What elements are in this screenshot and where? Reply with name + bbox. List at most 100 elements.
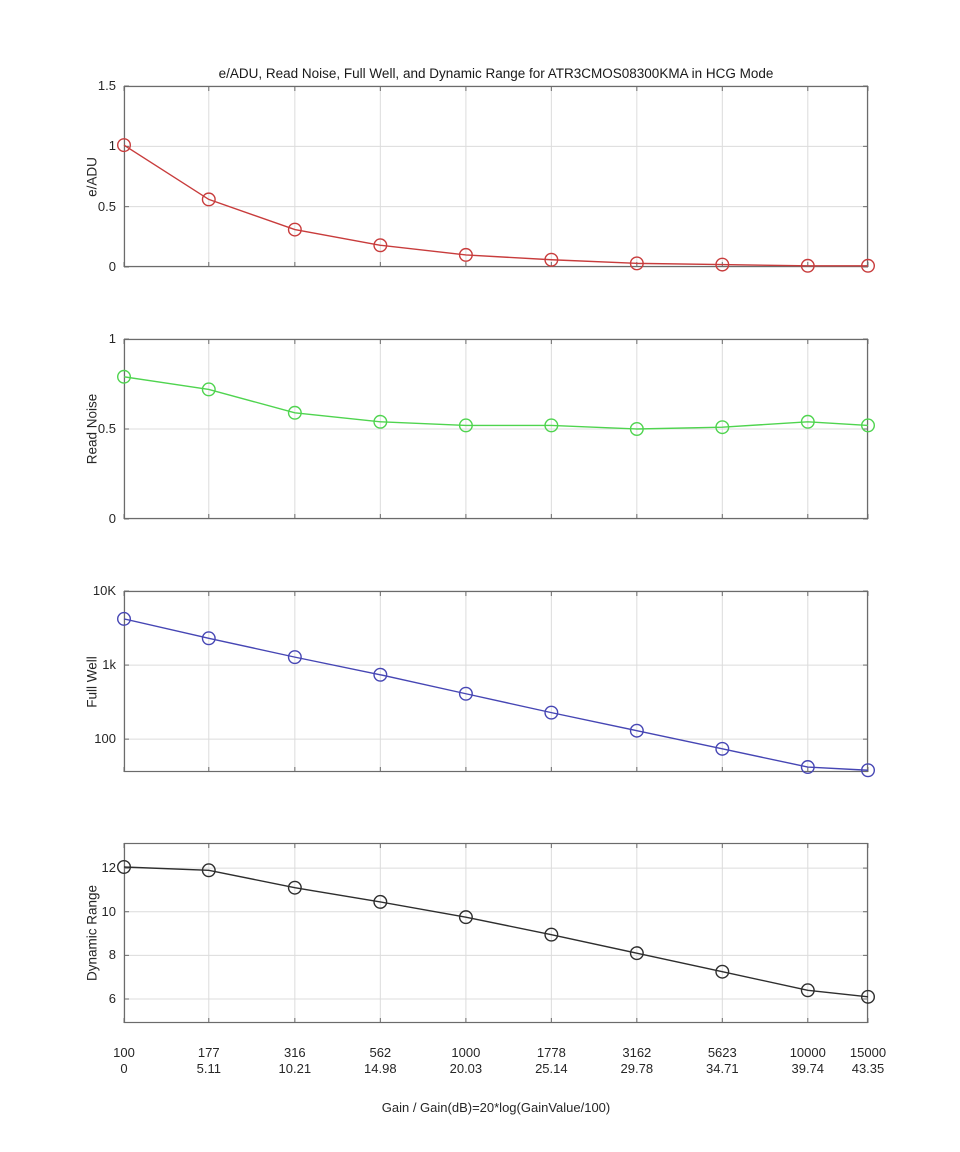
data-point-marker xyxy=(287,222,302,237)
x-tick-gain-value: 100 xyxy=(113,1045,135,1060)
data-point-marker xyxy=(861,763,876,778)
data-point-marker xyxy=(287,650,302,665)
data-point-marker xyxy=(715,964,730,979)
x-tick-label: 316 10.21 xyxy=(250,1045,340,1076)
data-point-marker xyxy=(800,414,815,429)
x-tick-db-value: 20.03 xyxy=(449,1060,483,1076)
data-point-marker xyxy=(861,989,876,1004)
y-tick-label: 1 xyxy=(108,138,116,154)
data-point-marker xyxy=(458,910,473,925)
data-point-marker xyxy=(116,138,132,153)
x-tick-db-value: 25.14 xyxy=(535,1060,568,1076)
data-point-marker xyxy=(116,369,132,384)
data-point-marker xyxy=(715,741,730,756)
x-tick-db-value: 34.71 xyxy=(706,1060,739,1076)
x-tick-label: 1000 20.03 xyxy=(421,1045,511,1076)
data-point-marker xyxy=(544,418,559,433)
y-tick-label: 0 xyxy=(108,511,116,526)
subplot-full-well: Full Well 100 1k 10K xyxy=(0,583,960,778)
x-tick-db-value: 29.78 xyxy=(620,1060,654,1076)
chart-title: e/ADU, Read Noise, Full Well, and Dynami… xyxy=(218,66,774,81)
data-point-marker xyxy=(800,760,815,775)
y-tick-label: 1 xyxy=(108,331,116,346)
x-tick-db-value: 43.35 xyxy=(851,1060,885,1076)
y-tick-label: 10K xyxy=(92,583,116,598)
x-tick-gain-value: 1778 xyxy=(536,1045,566,1060)
data-point-marker xyxy=(373,667,388,682)
x-tick-gain-value: 177 xyxy=(197,1045,220,1060)
y-axis-title-dynamic-range: Dynamic Range xyxy=(84,884,100,982)
data-point-marker xyxy=(861,258,876,273)
plot-border xyxy=(123,842,869,1024)
data-point-marker xyxy=(544,705,559,720)
data-point-marker xyxy=(373,414,388,429)
x-tick-gain-value: 5623 xyxy=(707,1045,737,1060)
y-tick-label: 6 xyxy=(108,991,116,1006)
x-tick-label: 562 14.98 xyxy=(335,1045,425,1076)
x-tick-db-value: 10.21 xyxy=(278,1060,312,1076)
x-tick-label: 10000 39.74 xyxy=(763,1045,853,1076)
data-point-marker xyxy=(715,420,730,435)
y-tick-label: 1k xyxy=(102,657,116,673)
series-line xyxy=(123,144,868,267)
data-point-marker xyxy=(861,418,876,433)
y-tick-label: 12 xyxy=(101,860,116,876)
data-point-marker xyxy=(201,192,216,207)
x-tick-db-value: 14.98 xyxy=(364,1060,397,1076)
x-tick-label: 5623 34.71 xyxy=(677,1045,767,1076)
x-tick-label: 1778 25.14 xyxy=(506,1045,596,1076)
y-tick-label: 1.5 xyxy=(97,78,116,93)
plot-area-eadu xyxy=(116,85,876,273)
data-point-marker xyxy=(800,258,815,273)
subplot-dynamic-range: Dynamic Range 6 8 10 12 xyxy=(0,842,960,1024)
y-axis-title-eadu: e/ADU xyxy=(84,156,100,197)
x-tick-db-value: 5.11 xyxy=(196,1060,221,1076)
data-point-marker xyxy=(201,631,216,646)
data-point-marker xyxy=(458,686,473,701)
y-tick-label: 100 xyxy=(94,731,116,747)
data-point-marker xyxy=(715,257,730,272)
x-tick-label: 3162 29.78 xyxy=(592,1045,682,1076)
x-tick-label: 15000 43.35 xyxy=(823,1045,913,1076)
subplot-read-noise: Read Noise 0 0.5 1 xyxy=(0,331,960,526)
x-tick-db-value: 0 xyxy=(120,1060,128,1076)
data-point-marker xyxy=(116,860,132,875)
data-point-marker xyxy=(544,252,559,267)
x-tick-label: 100 0 xyxy=(79,1045,169,1076)
data-point-marker xyxy=(373,894,388,909)
data-point-marker xyxy=(629,421,644,436)
x-axis-title: Gain / Gain(dB)=20*log(GainValue/100) xyxy=(381,1100,611,1115)
subplot-eadu: e/ADU 0 0.5 1 1.5 xyxy=(0,78,960,274)
y-tick-label: 10 xyxy=(101,903,116,919)
data-point-marker xyxy=(629,946,644,961)
x-tick-gain-value: 316 xyxy=(283,1045,306,1060)
plot-border xyxy=(123,590,869,773)
data-point-marker xyxy=(800,983,815,998)
x-tick-gain-value: 3162 xyxy=(622,1045,652,1060)
series-line xyxy=(123,376,869,430)
data-point-marker xyxy=(629,256,644,271)
x-tick-gain-value: 15000 xyxy=(849,1045,887,1060)
data-point-marker xyxy=(201,863,216,878)
y-tick-label: 8 xyxy=(108,947,116,963)
data-point-marker xyxy=(458,247,473,262)
data-point-marker xyxy=(373,238,388,253)
data-point-marker xyxy=(201,382,216,397)
x-tick-gain-value: 1000 xyxy=(451,1045,481,1060)
data-point-marker xyxy=(287,405,302,420)
plot-area-dynamic-range xyxy=(116,842,876,1024)
data-point-marker xyxy=(287,880,302,895)
series-line xyxy=(123,618,869,771)
data-point-marker xyxy=(458,418,473,433)
data-point-marker xyxy=(629,723,644,738)
y-tick-label: 0.5 xyxy=(97,421,116,436)
x-tick-gain-value: 562 xyxy=(369,1045,392,1060)
y-tick-label: 0 xyxy=(108,259,116,274)
data-point-marker xyxy=(116,611,132,626)
plot-area-full-well xyxy=(116,590,876,778)
plot-border xyxy=(123,85,869,268)
data-point-marker xyxy=(544,927,559,942)
series-line xyxy=(123,866,869,998)
y-tick-label: 0.5 xyxy=(97,198,116,214)
